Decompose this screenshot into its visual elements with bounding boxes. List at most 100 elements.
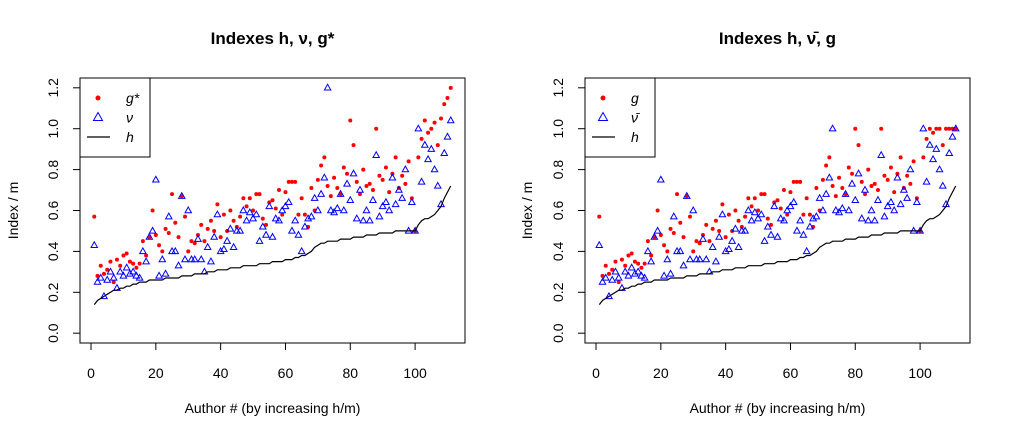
dot-point [202,239,207,244]
dot-point [118,263,123,268]
triangle-point [424,154,433,163]
dot-point [704,222,709,227]
dot-point [332,175,337,180]
triangle-point [660,271,669,279]
dot-point [432,120,437,125]
triangle-point [151,175,160,183]
dot-point [218,235,223,240]
triangle-point [336,189,345,197]
dot-point [655,208,660,213]
triangle-point [711,257,720,265]
triangle-point [210,232,219,240]
triangle-point [236,226,245,234]
dot-point [254,192,259,197]
legend-box [584,77,656,158]
dot-point [150,208,155,213]
triangle-point [653,226,662,234]
dot-point [160,249,165,254]
dot-point [251,208,256,213]
triangle-point [249,214,258,222]
triangle-point [634,267,643,275]
triangle-point [125,269,134,277]
dot-point [668,226,673,231]
dot-point [859,179,864,184]
x-tick-label: 100 [908,365,932,381]
triangle-point [627,263,636,271]
triangle-point [734,242,743,251]
triangle-point [190,255,199,263]
triangle-point [365,216,374,224]
triangle-point [663,255,672,263]
triangle-point [750,208,759,216]
triangle-point [96,273,105,281]
y-tick-label: 1.0 [45,119,61,139]
dot-point [98,263,103,268]
panel: Indexes h, ν̄, g Author # (by increasing … [519,29,971,416]
dot-point [328,194,333,199]
triangle-point [835,208,844,216]
dot-point [746,196,751,201]
dot-point [649,253,654,258]
dot-point [212,228,217,233]
dot-point [616,280,621,285]
triangle-point [174,261,183,269]
dot-point [833,194,838,199]
triangle-point [682,191,691,199]
triangle-point [171,246,180,255]
dot-point [108,259,113,264]
y-tick-label: 0.0 [550,323,566,343]
triangle-point [786,201,795,210]
chart-title: Indexes h, ν, g* [211,29,335,48]
triangle-point [676,246,685,255]
chart-title: Indexes h, ν̄, g [719,29,836,48]
triangle-point [715,232,724,240]
triangle-point [90,240,99,248]
dot-point [597,214,602,219]
x-tick-label: 20 [148,365,164,381]
dot-point [827,155,832,160]
triangle-point [271,214,280,222]
triangle-point [624,271,633,279]
dot-point [603,263,608,268]
triangle-point [320,173,329,181]
dot-point [629,251,634,256]
dot-point [289,179,294,184]
triangle-point [666,269,675,277]
dot-point [315,177,320,182]
legend-label: ν̄ [631,110,640,126]
triangle-point [886,197,895,206]
dot-point [931,130,936,135]
triangle-point [294,230,303,238]
triangle-point [822,189,831,197]
dot-point [632,259,637,264]
triangle-point [372,150,381,158]
dot-point [723,235,728,240]
panel: Indexes h, ν, g* Author # (by increasing … [5,29,466,416]
triangle-point [595,240,604,248]
dot-point [840,186,845,191]
triangle-point [679,261,688,269]
x-tick-label: 100 [403,365,427,381]
triangle-point [766,230,776,238]
triangle-point [760,236,769,244]
dot-point [183,214,187,219]
dot-point [92,214,97,219]
dot-point [361,167,366,172]
triangle-point [180,255,190,263]
dot-point [345,171,350,176]
triangle-point [640,273,649,281]
dot-point [927,126,932,131]
dot-point [302,212,307,217]
dot-point [448,85,453,90]
dot-point [869,183,874,188]
triangle-point [317,189,326,197]
triangle-point [854,169,863,177]
triangle-point [223,236,232,244]
dot-point [383,165,388,170]
triangle-point [339,205,348,214]
dot-point [247,196,252,201]
triangle-point [883,201,892,210]
triangle-point [245,208,254,216]
dot-point [370,188,375,193]
dot-point [940,143,945,148]
